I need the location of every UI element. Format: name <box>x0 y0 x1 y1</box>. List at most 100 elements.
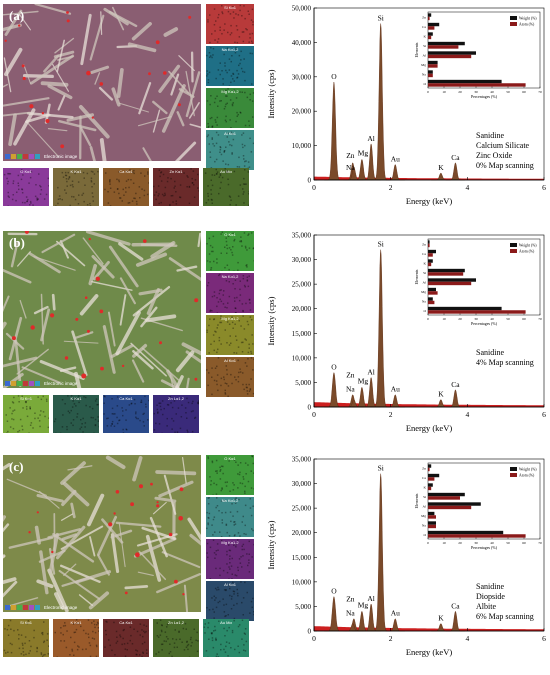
legend-entry: Weight (%) <box>519 244 537 248</box>
inset-bar <box>428 80 502 83</box>
element-map-label: Si Kα1 <box>206 5 254 10</box>
inset-category-label: Na <box>422 72 427 76</box>
y-tick-label: 40,000 <box>292 39 312 47</box>
peak-label: Zn <box>346 151 355 160</box>
toolbar-swatch-icon[interactable] <box>17 605 22 610</box>
spectrum-background <box>314 626 544 631</box>
peak-O <box>324 82 343 180</box>
legend-swatch <box>510 467 517 471</box>
toolbar-swatch-icon[interactable] <box>35 154 40 159</box>
peak-label: Zn <box>346 594 355 603</box>
inset-x-tick-label: 50 <box>506 317 510 321</box>
toolbar-swatch-icon[interactable] <box>11 381 16 386</box>
y-tick-label: 0 <box>308 628 312 636</box>
inset-bar <box>428 278 476 281</box>
peak-label: K <box>438 163 444 172</box>
x-tick-label: 0 <box>312 183 316 192</box>
x-tick-label: 4 <box>465 634 469 643</box>
inset-bar <box>428 23 439 26</box>
toolbar-swatch-icon[interactable] <box>29 154 34 159</box>
inset-category-label: Ca <box>422 476 426 480</box>
inset-bar <box>428 515 436 518</box>
peak-Ca <box>446 163 465 180</box>
inset-y-axis-label: Elements <box>414 269 419 284</box>
inset-y-axis-label: Elements <box>414 42 419 57</box>
y-tick-label: 30,000 <box>292 256 312 264</box>
micrograph-caption: Electronic image <box>44 381 77 386</box>
toolbar-swatch-icon[interactable] <box>5 154 10 159</box>
element-map: Si Kα1 <box>3 395 49 433</box>
peak-label: Ca <box>451 153 460 162</box>
toolbar-swatch-icon[interactable] <box>11 605 16 610</box>
toolbar-swatch-icon[interactable] <box>23 154 28 159</box>
inset-bar <box>428 502 481 505</box>
element-map: Na Kα1,2 <box>206 273 254 313</box>
toolbar-swatch-icon[interactable] <box>29 605 34 610</box>
element-map: O Kα1 <box>3 168 49 206</box>
inset-bar <box>428 310 526 313</box>
y-tick-label: 5,000 <box>295 379 311 387</box>
x-tick-label: 2 <box>389 410 393 419</box>
legend-entry: Weight (%) <box>519 17 537 21</box>
map-toolbar[interactable]: Electronic image <box>5 153 77 159</box>
inset-category-label: Zn <box>422 242 426 246</box>
toolbar-swatch-icon[interactable] <box>17 154 22 159</box>
inset-bar <box>428 534 526 537</box>
element-map: K Kα1 <box>53 619 99 657</box>
element-map: Si Kα1 <box>206 4 254 44</box>
toolbar-swatch-icon[interactable] <box>23 605 28 610</box>
inset-bar <box>428 288 436 291</box>
inset-x-tick-label: 20 <box>458 90 462 94</box>
inset-bar <box>428 477 434 480</box>
element-map-label: Na Kα1,2 <box>206 47 254 52</box>
inset-bar <box>428 468 430 471</box>
inset-x-tick-label: 10 <box>442 90 446 94</box>
micrograph: (a)Electronic image <box>3 4 201 161</box>
y-tick-label: 15,000 <box>292 554 312 562</box>
y-axis-label: Intensity (cps) <box>266 296 276 345</box>
peak-label: Si <box>378 14 384 23</box>
toolbar-swatch-icon[interactable] <box>5 605 10 610</box>
element-map-label: O Kα1 <box>206 232 254 237</box>
x-tick-label: 2 <box>389 634 393 643</box>
inset-category-label: K <box>423 261 426 265</box>
x-tick-label: 6 <box>542 634 546 643</box>
inset-bar <box>428 487 431 490</box>
inset-category-label: Al <box>423 53 427 57</box>
panel-label: (b) <box>9 235 25 251</box>
y-tick-label: 0 <box>308 177 312 185</box>
peak-label: Al <box>367 594 375 603</box>
peak-Ca <box>446 390 465 407</box>
toolbar-swatch-icon[interactable] <box>17 381 22 386</box>
inset-bar <box>428 512 434 515</box>
element-map: Al Kα1 <box>206 130 254 170</box>
toolbar-swatch-icon[interactable] <box>11 154 16 159</box>
element-map-label: Zn Lα1,2 <box>153 620 199 625</box>
element-map: Na Kα1,2 <box>206 497 254 537</box>
peak-label: Al <box>367 134 375 143</box>
x-axis-label: Energy (keV) <box>406 647 453 657</box>
map-toolbar[interactable]: Electronic image <box>5 380 77 386</box>
element-map-label: K Kα1 <box>53 620 99 625</box>
inset-x-axis-label: Percentages (%) <box>471 321 498 326</box>
toolbar-swatch-icon[interactable] <box>5 381 10 386</box>
peak-label: Na <box>346 608 355 617</box>
y-tick-label: 30,000 <box>292 480 312 488</box>
inset-bar <box>428 474 439 477</box>
x-tick-label: 0 <box>312 634 316 643</box>
element-map-label: Na Kα1,2 <box>206 274 254 279</box>
toolbar-swatch-icon[interactable] <box>35 381 40 386</box>
toolbar-swatch-icon[interactable] <box>23 381 28 386</box>
element-map-label: Ca Kα1 <box>103 169 149 174</box>
inset-bar <box>428 263 431 266</box>
y-tick-label: 30,000 <box>292 73 312 81</box>
element-map-label: Si Kα1 <box>3 620 49 625</box>
toolbar-swatch-icon[interactable] <box>35 605 40 610</box>
map-toolbar[interactable]: Electronic image <box>5 604 77 610</box>
toolbar-swatch-icon[interactable] <box>29 381 34 386</box>
composition-note: Calcium Silicate <box>476 141 530 150</box>
element-map: Zn Lα1,2 <box>153 395 199 433</box>
